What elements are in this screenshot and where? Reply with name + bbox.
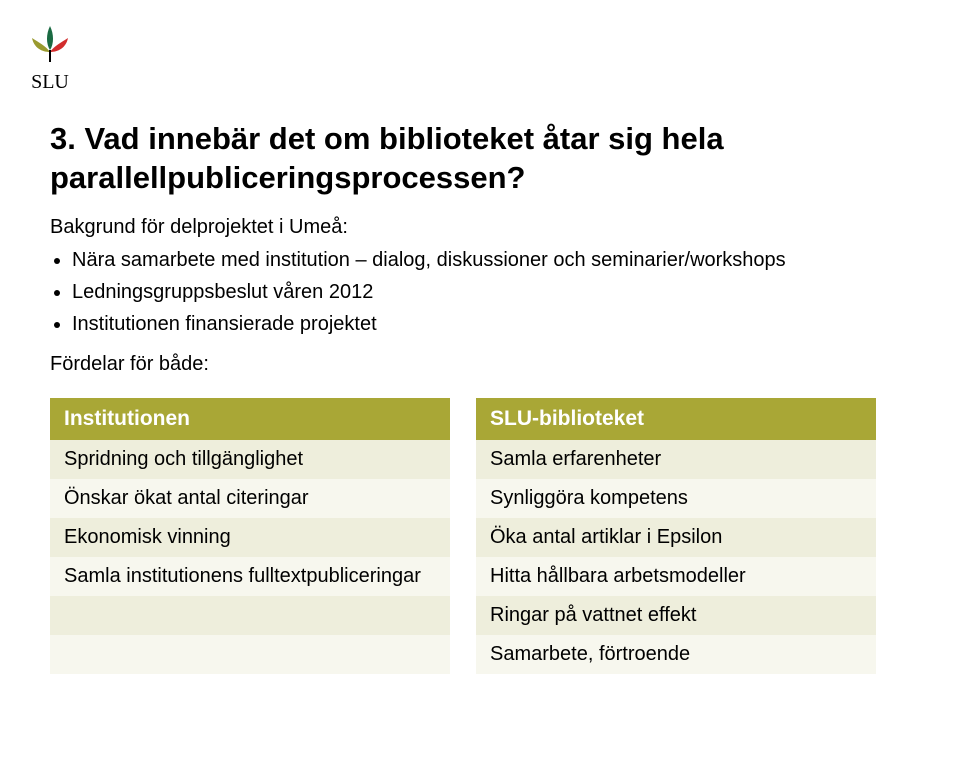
tables-container: Institutionen Spridning och tillgängligh… [50, 398, 910, 674]
bullet-item: Institutionen finansierade projektet [72, 309, 910, 339]
table-cell [50, 635, 450, 674]
table-cell: Öka antal artiklar i Epsilon [476, 518, 876, 557]
table-cell: Samarbete, förtroende [476, 635, 876, 674]
slide: SLU 3. Vad innebär det om biblioteket åt… [0, 0, 960, 777]
slide-title: 3. Vad innebär det om biblioteket åtar s… [50, 120, 910, 198]
table-header: Institutionen [50, 398, 450, 440]
table-cell: Synliggöra kompetens [476, 479, 876, 518]
bullet-item: Nära samarbete med institution – dialog,… [72, 245, 910, 275]
table-cell [50, 596, 450, 635]
table-cell: Spridning och tillgänglighet [50, 440, 450, 479]
table-cell: Samla institutionens fulltextpublicering… [50, 557, 450, 596]
bullet-list: Nära samarbete med institution – dialog,… [50, 245, 910, 339]
table-cell: Ringar på vattnet effekt [476, 596, 876, 635]
svg-text:SLU: SLU [31, 71, 69, 93]
slu-logo: SLU [24, 24, 76, 96]
table-slu-biblioteket: SLU-biblioteket Samla erfarenheter Synli… [476, 398, 876, 674]
subheading-fordelar: Fördelar för både: [50, 353, 910, 376]
table-cell: Önskar ökat antal citeringar [50, 479, 450, 518]
table-header: SLU-biblioteket [476, 398, 876, 440]
table-cell: Hitta hållbara arbetsmodeller [476, 557, 876, 596]
table-institutionen: Institutionen Spridning och tillgängligh… [50, 398, 450, 674]
table-cell: Samla erfarenheter [476, 440, 876, 479]
bullet-item: Ledningsgruppsbeslut våren 2012 [72, 277, 910, 307]
subheading-bakgrund: Bakgrund för delprojektet i Umeå: [50, 216, 910, 239]
table-cell: Ekonomisk vinning [50, 518, 450, 557]
